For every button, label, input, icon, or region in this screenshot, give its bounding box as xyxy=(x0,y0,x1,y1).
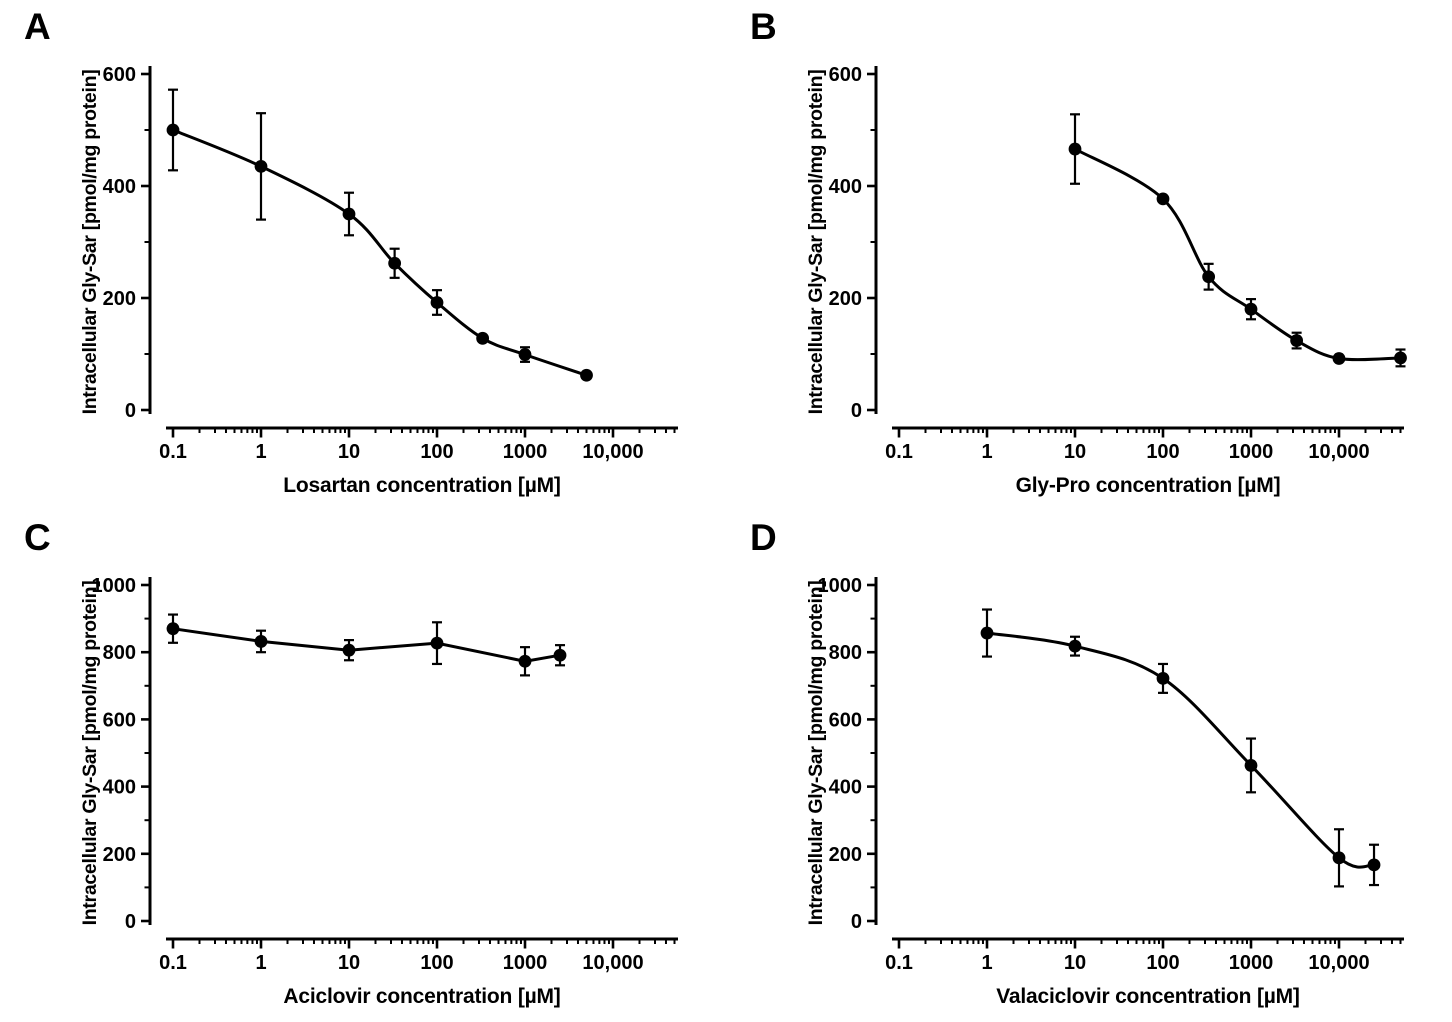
svg-text:10: 10 xyxy=(1064,952,1086,974)
svg-text:0: 0 xyxy=(125,400,136,422)
svg-text:100: 100 xyxy=(420,952,453,974)
svg-text:1000: 1000 xyxy=(818,575,863,597)
svg-text:Intracellular Gly-Sar [pmol/mg: Intracellular Gly-Sar [pmol/mg protein] xyxy=(79,581,101,926)
svg-text:1: 1 xyxy=(255,441,266,463)
svg-text:0: 0 xyxy=(851,400,862,422)
svg-text:200: 200 xyxy=(103,844,136,866)
panel-c-plot: 0 200 400 600 800 1000 0.1 1 10 100 1000 10,000 Acic… xyxy=(79,575,678,1008)
svg-text:200: 200 xyxy=(829,844,862,866)
svg-text:Losartan concentration [µM]: Losartan concentration [µM] xyxy=(283,474,560,497)
svg-text:Aciclovir concentration [µM]: Aciclovir concentration [µM] xyxy=(283,985,560,1008)
panel-d-plot: 0 200 400 600 800 1000 0.1 1 10 100 1000 10,000 Vala… xyxy=(805,575,1404,1008)
svg-text:200: 200 xyxy=(103,288,136,310)
svg-text:200: 200 xyxy=(829,288,862,310)
svg-text:1000: 1000 xyxy=(1229,441,1274,463)
svg-text:400: 400 xyxy=(829,176,862,198)
panel-a-plot: 0 200 400 600 0.1 1 10 100 1000 10,000 Losartan co… xyxy=(79,64,678,497)
svg-text:0: 0 xyxy=(851,911,862,933)
svg-text:1000: 1000 xyxy=(503,441,548,463)
svg-text:0: 0 xyxy=(125,911,136,933)
panel-b: B 0 200 400 600 0.1 1 10 100 1000 10,000 Gly-Pro c… xyxy=(726,0,1452,511)
svg-text:Intracellular Gly-Sar [pmol/mg: Intracellular Gly-Sar [pmol/mg protein] xyxy=(805,70,827,415)
svg-text:1: 1 xyxy=(981,952,992,974)
panel-c: C 0 200 400 600 800 1000 0.1 1 10 100 1000 10,000 Ac… xyxy=(0,511,726,1022)
panel-d: D 0 200 400 600 800 1000 0.1 1 10 100 1000 10,000 Va… xyxy=(726,511,1452,1022)
svg-text:0.1: 0.1 xyxy=(885,441,913,463)
svg-text:1000: 1000 xyxy=(92,575,137,597)
svg-text:10,000: 10,000 xyxy=(582,441,643,463)
svg-text:0.1: 0.1 xyxy=(159,952,187,974)
svg-text:100: 100 xyxy=(420,441,453,463)
svg-text:600: 600 xyxy=(829,709,862,731)
svg-text:Intracellular Gly-Sar [pmol/mg: Intracellular Gly-Sar [pmol/mg protein] xyxy=(805,581,827,926)
svg-text:Valaciclovir concentration [µM: Valaciclovir concentration [µM] xyxy=(996,985,1299,1008)
panel-c-letter: C xyxy=(24,517,51,558)
svg-text:1: 1 xyxy=(255,952,266,974)
svg-text:0.1: 0.1 xyxy=(885,952,913,974)
svg-text:10: 10 xyxy=(338,952,360,974)
svg-text:10: 10 xyxy=(1064,441,1086,463)
svg-text:10,000: 10,000 xyxy=(1308,441,1369,463)
svg-text:10,000: 10,000 xyxy=(1308,952,1369,974)
svg-text:1: 1 xyxy=(981,441,992,463)
svg-text:Intracellular Gly-Sar [pmol/mg: Intracellular Gly-Sar [pmol/mg protein] xyxy=(79,70,101,415)
svg-text:400: 400 xyxy=(829,777,862,799)
svg-text:800: 800 xyxy=(829,642,862,664)
svg-text:1000: 1000 xyxy=(503,952,548,974)
panel-d-letter: D xyxy=(750,517,777,558)
svg-text:100: 100 xyxy=(1146,952,1179,974)
svg-text:10,000: 10,000 xyxy=(582,952,643,974)
panel-a-letter: A xyxy=(24,6,51,47)
svg-text:1000: 1000 xyxy=(1229,952,1274,974)
svg-text:Gly-Pro concentration [µM]: Gly-Pro concentration [µM] xyxy=(1016,474,1281,497)
svg-text:600: 600 xyxy=(103,64,136,86)
svg-text:800: 800 xyxy=(103,642,136,664)
svg-text:0.1: 0.1 xyxy=(159,441,187,463)
panel-b-letter: B xyxy=(750,6,777,47)
panel-a: A 0 200 400 600 0.1 1 10 100 1000 10,000 Losartan … xyxy=(0,0,726,511)
svg-text:100: 100 xyxy=(1146,441,1179,463)
svg-text:400: 400 xyxy=(103,176,136,198)
svg-text:600: 600 xyxy=(103,709,136,731)
panel-b-plot: 0 200 400 600 0.1 1 10 100 1000 10,000 Gly-Pro con… xyxy=(805,64,1407,497)
svg-text:10: 10 xyxy=(338,441,360,463)
svg-text:600: 600 xyxy=(829,64,862,86)
svg-text:400: 400 xyxy=(103,777,136,799)
